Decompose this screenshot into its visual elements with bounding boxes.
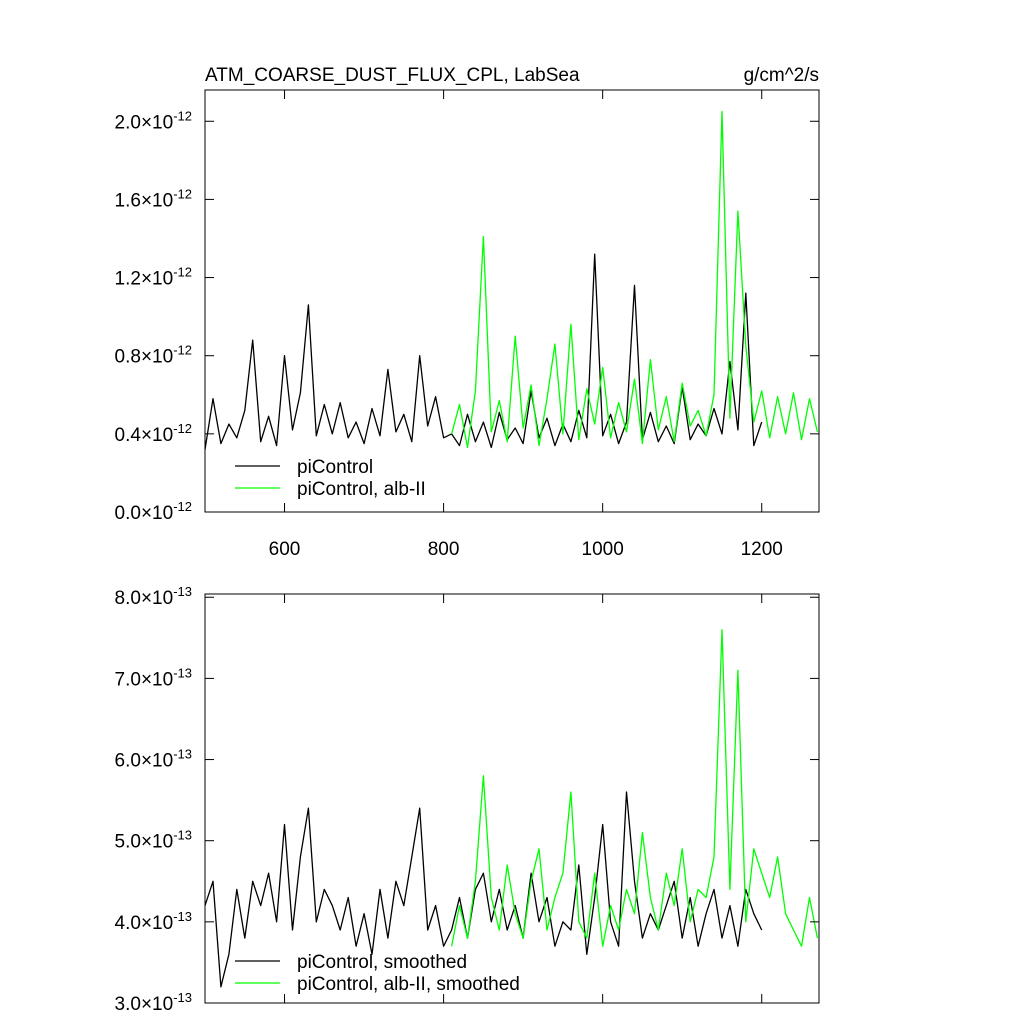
series-line [450,110,819,449]
legend-label: piControl, smoothed [297,952,467,973]
y-tick-label: 5.0×10-13 [115,828,192,853]
legend-label: piControl, alb-II [297,479,426,500]
y-tick-label: 0.4×10-12 [115,421,192,446]
series-line [204,253,763,450]
x-tick-label: 1200 [741,539,783,560]
y-tick-label: 8.0×10-13 [115,584,192,609]
y-tick-label: 0.8×10-12 [115,343,192,368]
y-tick-label: 2.0×10-12 [115,108,192,133]
chart-title: ATM_COARSE_DUST_FLUX_CPL, LabSea [205,65,580,86]
y-tick-label: 4.0×10-13 [115,909,192,934]
plot-frame [204,593,820,1004]
series-line [204,791,763,988]
x-tick-label: 600 [269,539,301,560]
y-tick-label: 3.0×10-13 [115,990,192,1015]
series-line [450,629,819,947]
legend-label: piControl, alb-II, smoothed [297,974,520,995]
x-tick-label: 1000 [582,539,624,560]
y-tick-label: 7.0×10-13 [115,665,192,690]
legend-label: piControl [297,457,373,478]
y-tick-label: 1.2×10-12 [115,265,192,290]
plot-frame [204,89,820,513]
y-tick-label: 1.6×10-12 [115,186,192,211]
x-tick-label: 800 [428,539,460,560]
y-tick-label: 0.0×10-12 [115,499,192,524]
y-tick-label: 6.0×10-13 [115,747,192,772]
units-label: g/cm^2/s [744,65,819,86]
